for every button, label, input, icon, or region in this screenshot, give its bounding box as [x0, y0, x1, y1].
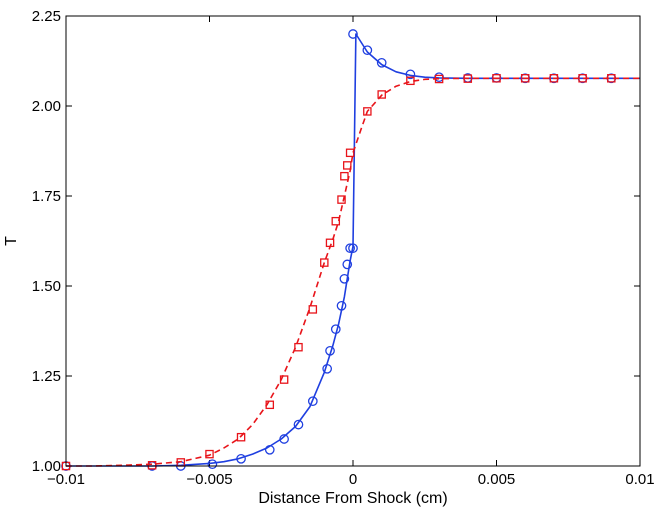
x-tick-label: 0.01 [625, 471, 654, 488]
x-tick-label: 0 [349, 471, 357, 488]
x-axis-label: Distance From Shock (cm) [258, 490, 447, 507]
circle-marker [348, 29, 358, 39]
circle-marker [348, 243, 358, 254]
circle-marker [207, 459, 218, 470]
square-marker [331, 216, 341, 226]
square-marker [236, 432, 246, 442]
square-marker [377, 90, 386, 99]
square-marker [463, 74, 473, 83]
tick-labels: −0.01 −0.005 0 0.005 0.01 1.00 1.25 1.50 1.75 2.0… [32, 8, 655, 488]
square-marker [345, 148, 355, 158]
y-tick-label: 2.00 [32, 98, 61, 115]
square-marker [279, 375, 289, 384]
y-axis-label: T [3, 236, 20, 246]
circle-marker [322, 363, 333, 374]
series-layer [61, 29, 640, 471]
square-marker [434, 74, 444, 84]
circle-marker [342, 259, 353, 270]
y-tick-label: 1.50 [32, 278, 61, 295]
x-tick-label: −0.005 [186, 471, 232, 488]
y-tick-label: 1.25 [32, 368, 61, 385]
y-tick-label: 1.75 [32, 188, 61, 205]
square-marker [607, 74, 616, 83]
circle-marker [325, 345, 335, 356]
plot-frame [65, 15, 641, 467]
square-marker [337, 195, 346, 204]
circle-marker [236, 453, 246, 464]
circle-marker [330, 324, 341, 335]
series-2 [61, 74, 640, 471]
square-marker [549, 74, 559, 83]
y-tick-label: 1.00 [32, 458, 61, 475]
circle-marker [405, 69, 416, 80]
circle-marker [293, 419, 304, 430]
square-marker [147, 461, 157, 470]
square-marker [320, 258, 329, 267]
circle-marker [307, 396, 318, 407]
circle-marker [345, 243, 355, 254]
square-marker [406, 76, 415, 86]
square-marker [363, 107, 372, 116]
square-marker [492, 74, 501, 83]
square-marker [294, 342, 303, 352]
square-marker [343, 161, 352, 170]
circle-marker [279, 434, 289, 444]
square-marker [265, 400, 275, 410]
square-marker [308, 305, 318, 314]
square-marker [340, 171, 349, 181]
square-marker [578, 74, 587, 83]
square-marker [205, 449, 214, 459]
circle-marker [264, 444, 275, 455]
circle-marker [339, 273, 350, 284]
circle-marker [362, 45, 373, 56]
circle-marker [336, 300, 347, 311]
square-marker [520, 74, 530, 83]
circle-marker [376, 57, 387, 68]
x-tick-label: −0.01 [47, 471, 85, 488]
x-tick-label: 0.005 [478, 471, 516, 488]
y-tick-label: 2.25 [32, 8, 61, 25]
square-marker [325, 238, 335, 248]
